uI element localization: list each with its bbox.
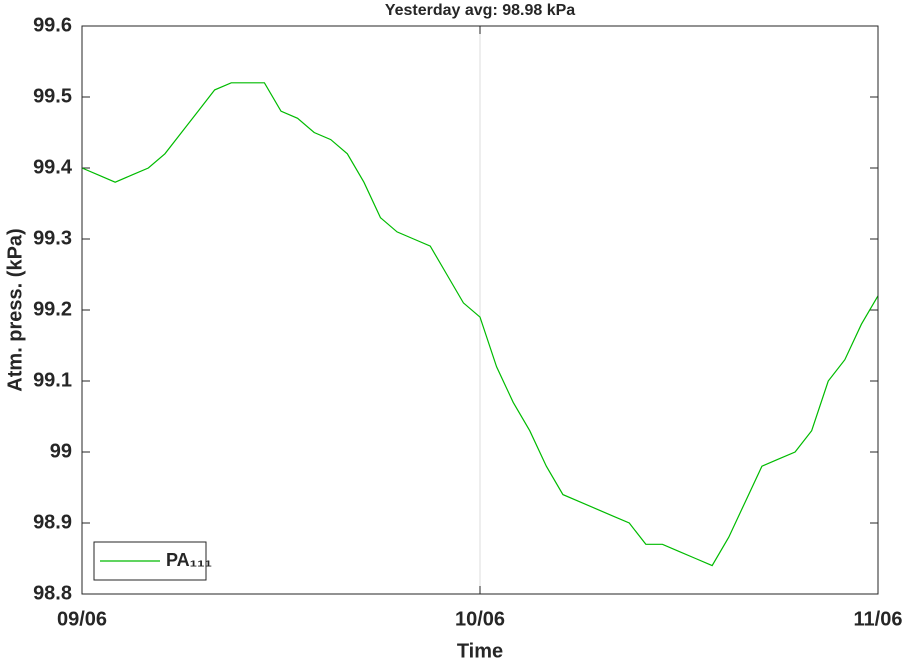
y-axis-label: Atm. press. (kPa) [4, 228, 26, 391]
x-tick-label: 11/06 [854, 608, 903, 630]
x-tick-label: 10/06 [455, 608, 505, 630]
y-tick-label: 98.8 [33, 582, 72, 604]
x-axis-label: Time [457, 640, 503, 661]
y-tick-label: 99.6 [33, 14, 72, 36]
x-tick-label: 09/06 [57, 608, 107, 630]
y-tick-label: 99 [50, 440, 72, 462]
y-tick-label: 99.2 [33, 298, 72, 320]
data-line [81, 82, 879, 567]
legend-label: PA₁₁₁ [166, 550, 212, 570]
y-tick-label: 99.5 [33, 85, 72, 107]
y-tick-label: 99.4 [33, 156, 73, 178]
chart-title: Yesterday avg: 98.98 kPa [385, 2, 575, 19]
y-tick-label: 99.1 [33, 369, 72, 391]
y-tick-label: 99.3 [33, 227, 72, 249]
y-tick-label: 98.9 [33, 511, 72, 533]
plot-frame [81, 25, 879, 595]
